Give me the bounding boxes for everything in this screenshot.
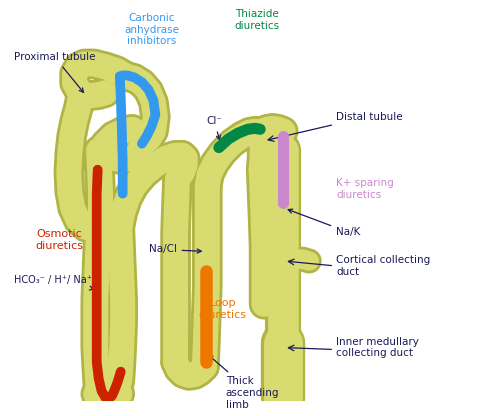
Text: Inner medullary
collecting duct: Inner medullary collecting duct xyxy=(336,337,419,358)
Text: HCO₃⁻ / H⁺/ Na⁺: HCO₃⁻ / H⁺/ Na⁺ xyxy=(14,275,94,290)
Text: Cortical collecting
duct: Cortical collecting duct xyxy=(336,255,431,277)
Text: Distal tubule: Distal tubule xyxy=(336,112,403,122)
Text: Thiazide
diuretics: Thiazide diuretics xyxy=(235,9,280,31)
Text: Na/K: Na/K xyxy=(288,209,360,237)
Text: Na/Cl: Na/Cl xyxy=(149,245,201,255)
Text: Loop
diuretics: Loop diuretics xyxy=(199,298,247,320)
Text: Thick
ascending
limb: Thick ascending limb xyxy=(208,355,279,410)
Text: Proximal tubule: Proximal tubule xyxy=(14,52,96,92)
Text: Carbonic
anhydrase
inhibitors: Carbonic anhydrase inhibitors xyxy=(124,13,179,46)
Text: Cl⁻: Cl⁻ xyxy=(206,116,222,140)
Text: Osmotic
diuretics: Osmotic diuretics xyxy=(35,229,83,251)
Text: K+ sparing
diuretics: K+ sparing diuretics xyxy=(336,178,394,200)
